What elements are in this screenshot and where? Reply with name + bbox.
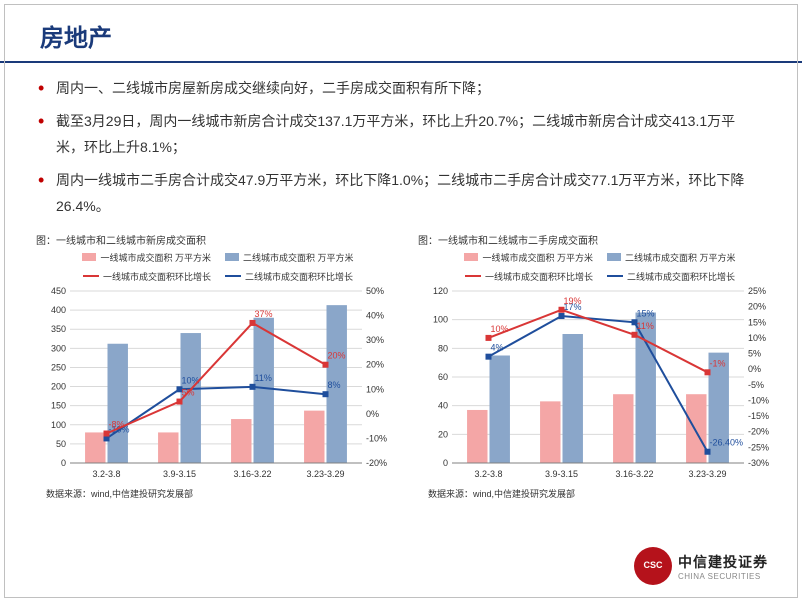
legend-swatch-line2	[225, 275, 241, 277]
bullet-list: 周内一、二线城市房屋新房成交继续向好，二手房成交面积有所下降； 截至3月29日，…	[0, 63, 802, 232]
logo-cn: 中信建投证券	[678, 552, 768, 572]
logo-mark-icon: CSC	[634, 547, 672, 585]
legend-swatch-line2	[607, 275, 623, 277]
bullet-item: 截至3月29日，周内一线城市新房合计成交137.1万平方米，环比上升20.7%；…	[56, 108, 752, 161]
bullet-item: 周内一线城市二手房合计成交47.9万平方米，环比下降1.0%；二线城市二手房合计…	[56, 167, 752, 220]
bullet-item: 周内一、二线城市房屋新房成交继续向好，二手房成交面积有所下降；	[56, 75, 752, 102]
logo-en: CHINA SECURITIES	[678, 572, 768, 581]
legend-swatch-line1	[465, 275, 481, 277]
brand-logo: CSC 中信建投证券 CHINA SECURITIES	[634, 544, 784, 588]
legend-swatch-line1	[83, 275, 99, 277]
